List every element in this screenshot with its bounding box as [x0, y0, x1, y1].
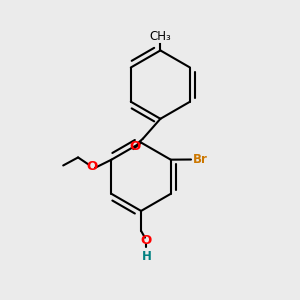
Text: O: O: [129, 140, 140, 153]
Text: CH₃: CH₃: [149, 30, 171, 43]
Text: O: O: [86, 160, 98, 173]
Text: H: H: [142, 250, 152, 263]
Text: Br: Br: [193, 153, 207, 166]
Text: O: O: [141, 234, 152, 247]
